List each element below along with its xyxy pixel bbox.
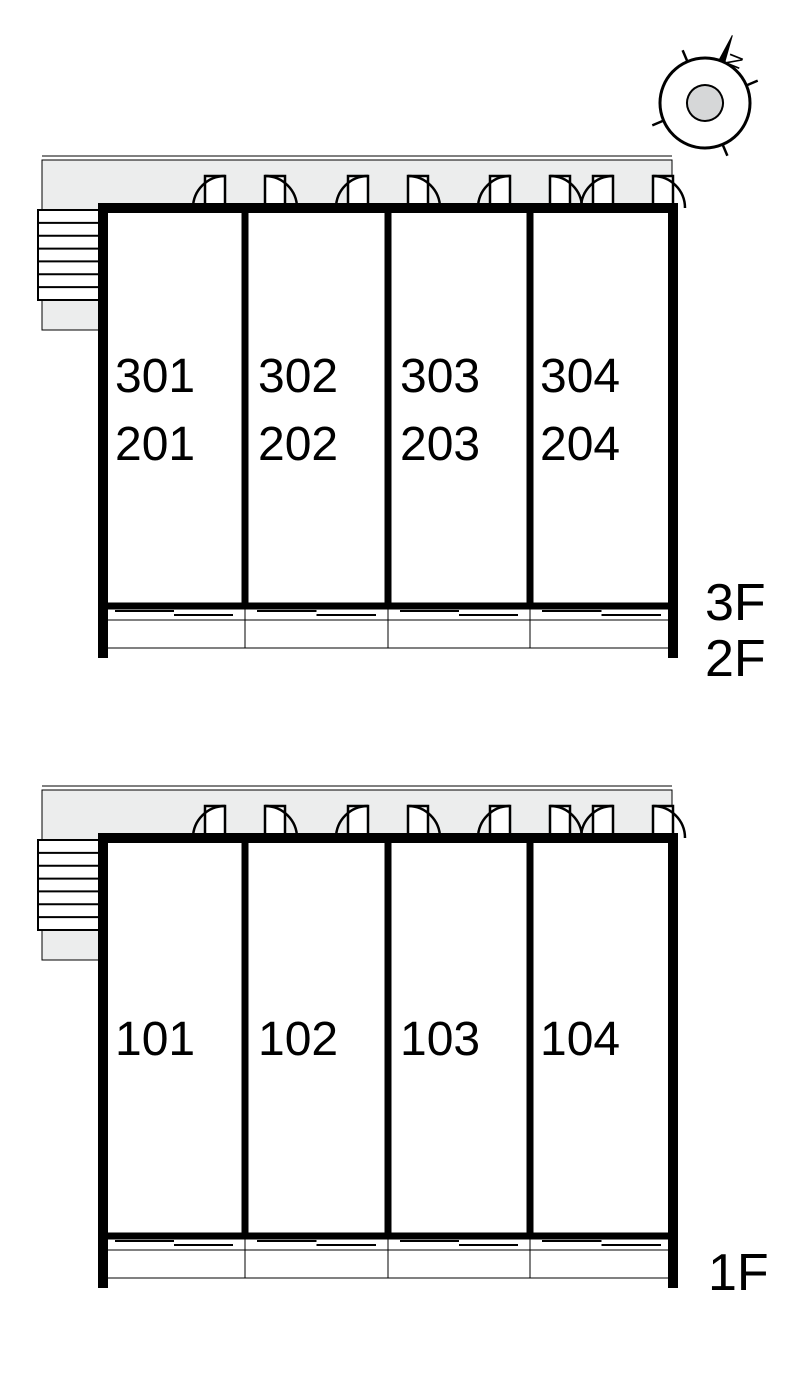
room-number: 203 bbox=[400, 418, 480, 471]
room-number: 101 bbox=[115, 1013, 195, 1066]
floor-label: 2F bbox=[705, 630, 766, 688]
stairs-icon bbox=[38, 210, 100, 300]
floor-label: 1F bbox=[708, 1244, 769, 1302]
floor-block-lower: 101 102 103 104 1F bbox=[38, 786, 769, 1302]
room-number: 202 bbox=[258, 418, 338, 471]
room-number: 104 bbox=[540, 1013, 620, 1066]
floor-block-upper: 301 302 303 304 201 202 203 204 3F2F bbox=[38, 156, 766, 688]
stairs-icon bbox=[38, 840, 100, 930]
floor-label: 3F bbox=[705, 574, 766, 632]
room-number: 304 bbox=[540, 350, 620, 403]
room-number: 303 bbox=[400, 350, 480, 403]
compass-icon: N bbox=[646, 18, 774, 161]
room-number: 302 bbox=[258, 350, 338, 403]
floor-plan-diagram: N 301 302 303 304 201 202 203 204 3F2F 101 102 103… bbox=[0, 0, 800, 1381]
room-number: 103 bbox=[400, 1013, 480, 1066]
room-number: 102 bbox=[258, 1013, 338, 1066]
room-number: 301 bbox=[115, 350, 195, 403]
room-number: 204 bbox=[540, 418, 620, 471]
room-number: 201 bbox=[115, 418, 195, 471]
